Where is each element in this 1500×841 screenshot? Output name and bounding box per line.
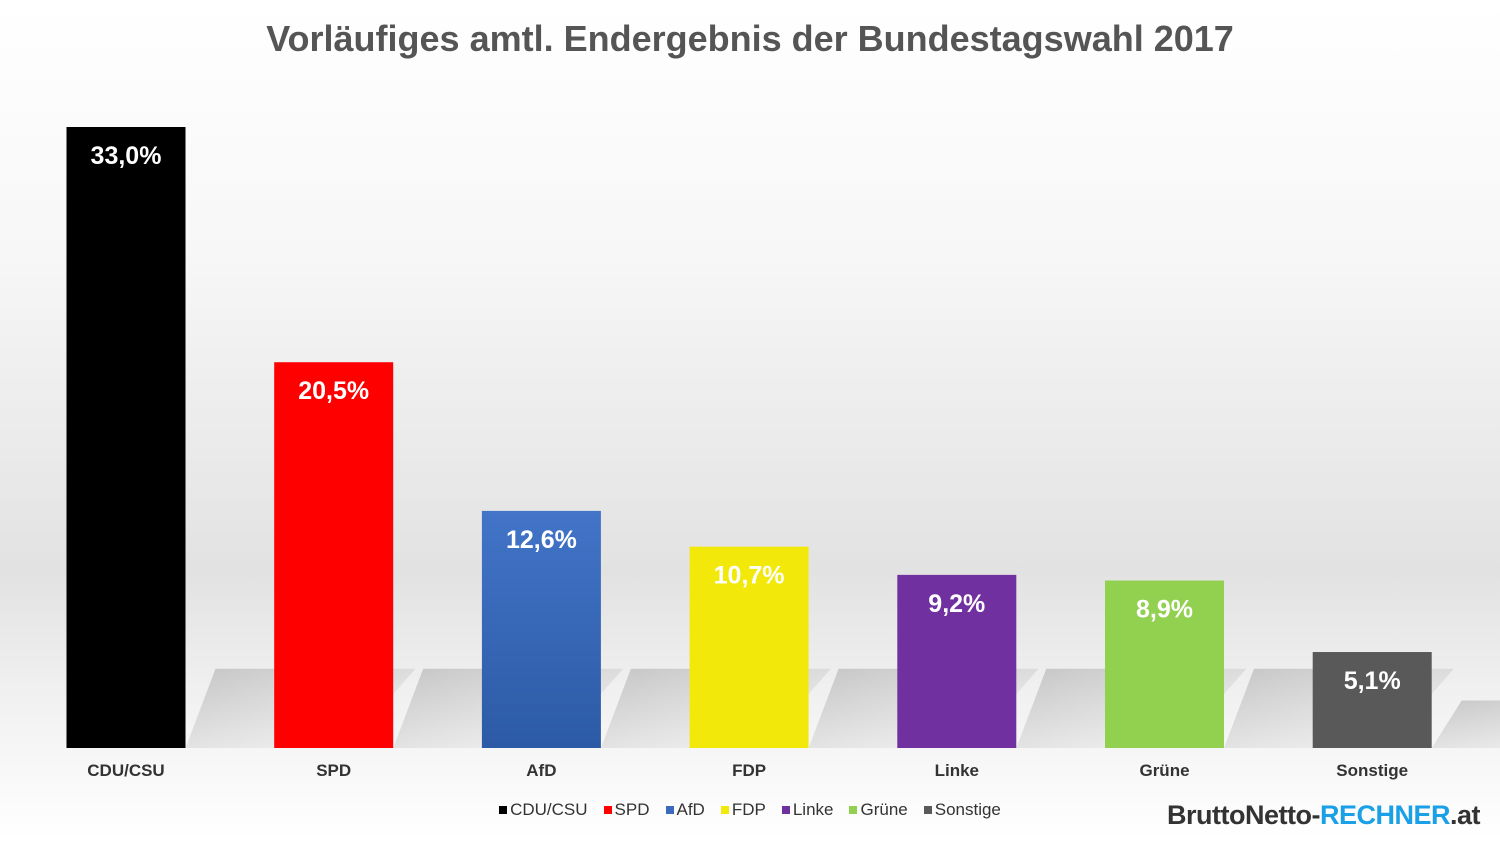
bar-gr-ne (1105, 580, 1224, 748)
legend-swatch-spd (603, 806, 612, 814)
category-label-fdp: FDP (732, 761, 766, 780)
bars (66, 127, 1432, 748)
legend-swatch-cdu-csu (499, 806, 508, 814)
bar-spd (274, 362, 394, 748)
legend-item-fdp: FDP (720, 800, 766, 820)
legend-swatch-fdp (720, 806, 729, 814)
brand-part-2: RECHNER (1319, 800, 1451, 830)
brand-logo: BruttoNetto-RECHNER.at (1167, 800, 1481, 831)
value-label-cdu-csu: 33,0% (91, 142, 162, 170)
brand-part-1: BruttoNetto- (1167, 800, 1320, 830)
value-label-gr-ne: 8,9% (1136, 596, 1193, 624)
legend-label-afd: AfD (676, 800, 705, 819)
legend-item-sonstige: Sonstige (923, 800, 1001, 820)
category-label-linke: Linke (935, 761, 979, 780)
category-label-sonstige: Sonstige (1336, 761, 1408, 780)
legend-item-afd: AfD (665, 800, 705, 820)
value-labels: 33,0% 20,5% 12,6% 10,7% 9,2% 8,9% 5,1% (91, 142, 1401, 695)
value-label-sonstige: 5,1% (1344, 667, 1401, 695)
value-label-fdp: 10,7% (714, 562, 785, 590)
chart-title: Vorläufiges amtl. Endergebnis der Bundes… (266, 18, 1234, 59)
bar-linke (897, 574, 1017, 748)
legend-swatch-linke (781, 806, 790, 814)
legend-item-gr-ne: Grüne (849, 800, 908, 820)
bar-fdp (689, 546, 809, 748)
value-label-afd: 12,6% (506, 526, 577, 554)
bar-cdu-csu (66, 127, 186, 748)
legend-label-gr-ne: Grüne (860, 800, 908, 819)
legend-label-cdu-csu: CDU/CSU (510, 800, 588, 819)
legend-swatch-gr-ne (849, 806, 858, 814)
legend-label-fdp: FDP (731, 800, 766, 819)
bar-shadow-sonstige (1431, 700, 1500, 748)
legend-item-linke: Linke (781, 800, 834, 820)
legend: CDU/CSU SPD AfD FDP Linke Grüne Sonstige (0, 800, 1500, 820)
category-label-spd: SPD (316, 761, 351, 780)
bar-sonstige (1312, 652, 1432, 748)
category-label-gr-ne: Grüne (1139, 761, 1189, 780)
value-label-spd: 20,5% (298, 377, 369, 405)
legend-label-spd: SPD (614, 800, 650, 819)
legend-item-cdu-csu: CDU/CSU (499, 800, 588, 820)
legend-label-linke: Linke (792, 800, 834, 819)
legend-item-spd: SPD (603, 800, 650, 820)
category-label-cdu-csu: CDU/CSU (87, 761, 164, 780)
category-label-afd: AfD (526, 761, 556, 780)
legend-label-sonstige: Sonstige (934, 800, 1001, 819)
category-labels: CDU/CSU SPD AfD FDP Linke Grüne Sonstige (87, 761, 1408, 780)
brand-part-3: .at (1449, 800, 1481, 830)
bar-afd (481, 510, 601, 748)
value-label-linke: 9,2% (928, 590, 985, 618)
legend-swatch-afd (665, 806, 674, 814)
legend-swatch-sonstige (923, 806, 932, 814)
